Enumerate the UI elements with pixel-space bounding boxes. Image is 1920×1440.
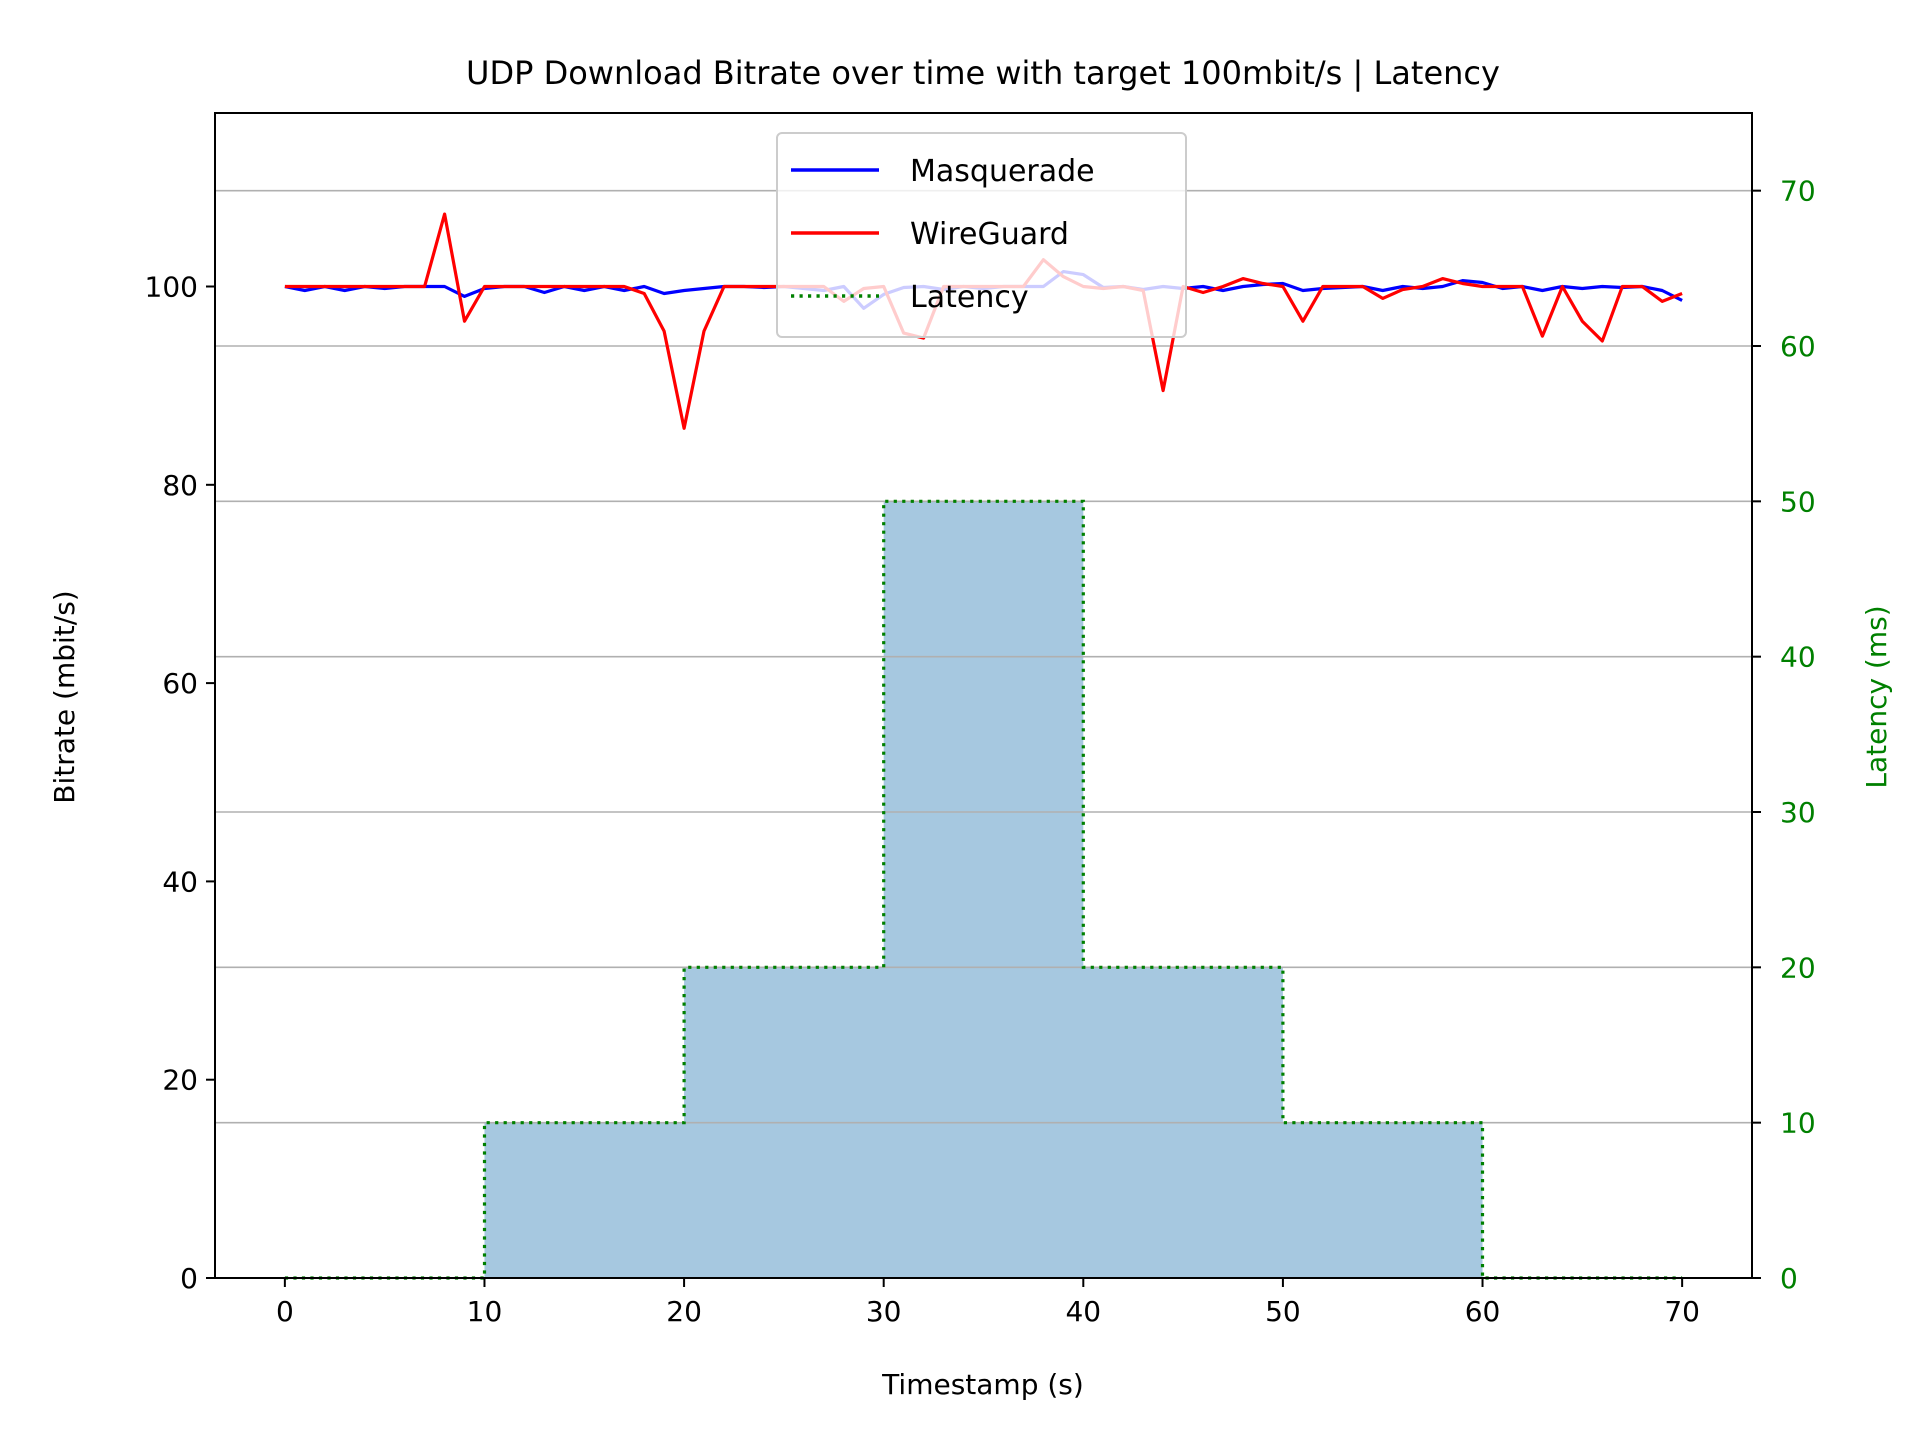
x-tick-label: 50 bbox=[1265, 1295, 1301, 1328]
plot-frame bbox=[214, 112, 1753, 1279]
legend: Masquerade WireGuard Latency bbox=[776, 132, 1187, 338]
legend-label-latency: Latency bbox=[910, 280, 1029, 315]
y2-tick-label: 0 bbox=[1780, 1262, 1798, 1295]
y2-tick-label: 60 bbox=[1780, 330, 1816, 363]
chart-title: UDP Download Bitrate over time with targ… bbox=[466, 54, 1500, 92]
x-tick-label: 10 bbox=[467, 1295, 503, 1328]
y2-tick-label: 70 bbox=[1780, 175, 1816, 208]
legend-label-wireguard: WireGuard bbox=[910, 217, 1069, 252]
y2-tick-label: 40 bbox=[1780, 641, 1816, 674]
x-tick-label: 30 bbox=[866, 1295, 902, 1328]
y-tick-label: 0 bbox=[180, 1262, 198, 1295]
latency-fill-layer bbox=[284, 501, 1683, 1278]
y2-axis-label: Latency (ms) bbox=[1860, 605, 1893, 788]
x-tick-label: 40 bbox=[1065, 1295, 1101, 1328]
y2-tick-label: 10 bbox=[1780, 1107, 1816, 1140]
x-tick-label: 70 bbox=[1664, 1295, 1700, 1328]
y-axis-label: Bitrate (mbit/s) bbox=[48, 590, 81, 803]
y2-tick-label: 20 bbox=[1780, 951, 1816, 984]
legend-label-masquerade: Masquerade bbox=[910, 154, 1095, 189]
latency-fill-area bbox=[284, 501, 1683, 1278]
x-axis-label: Timestamp (s) bbox=[881, 1368, 1084, 1401]
y-tick-label: 80 bbox=[162, 469, 198, 502]
y2-tick-label: 50 bbox=[1780, 485, 1816, 518]
y-tick-label: 100 bbox=[145, 271, 198, 304]
y-tick-label: 40 bbox=[162, 865, 198, 898]
y-tick-label: 20 bbox=[162, 1064, 198, 1097]
x-tick-label: 0 bbox=[276, 1295, 294, 1328]
x-tick-label: 20 bbox=[666, 1295, 702, 1328]
ticks-layer: 0 10 20 30 40 50 60 70 0 20 40 60 80 100 0 10 20 30 40 50 60… bbox=[145, 175, 1816, 1328]
y-tick-label: 60 bbox=[162, 667, 198, 700]
legend-box bbox=[776, 132, 1187, 338]
x-tick-label: 60 bbox=[1465, 1295, 1501, 1328]
y2-tick-label: 30 bbox=[1780, 796, 1816, 829]
axes-layer bbox=[214, 112, 1753, 1279]
